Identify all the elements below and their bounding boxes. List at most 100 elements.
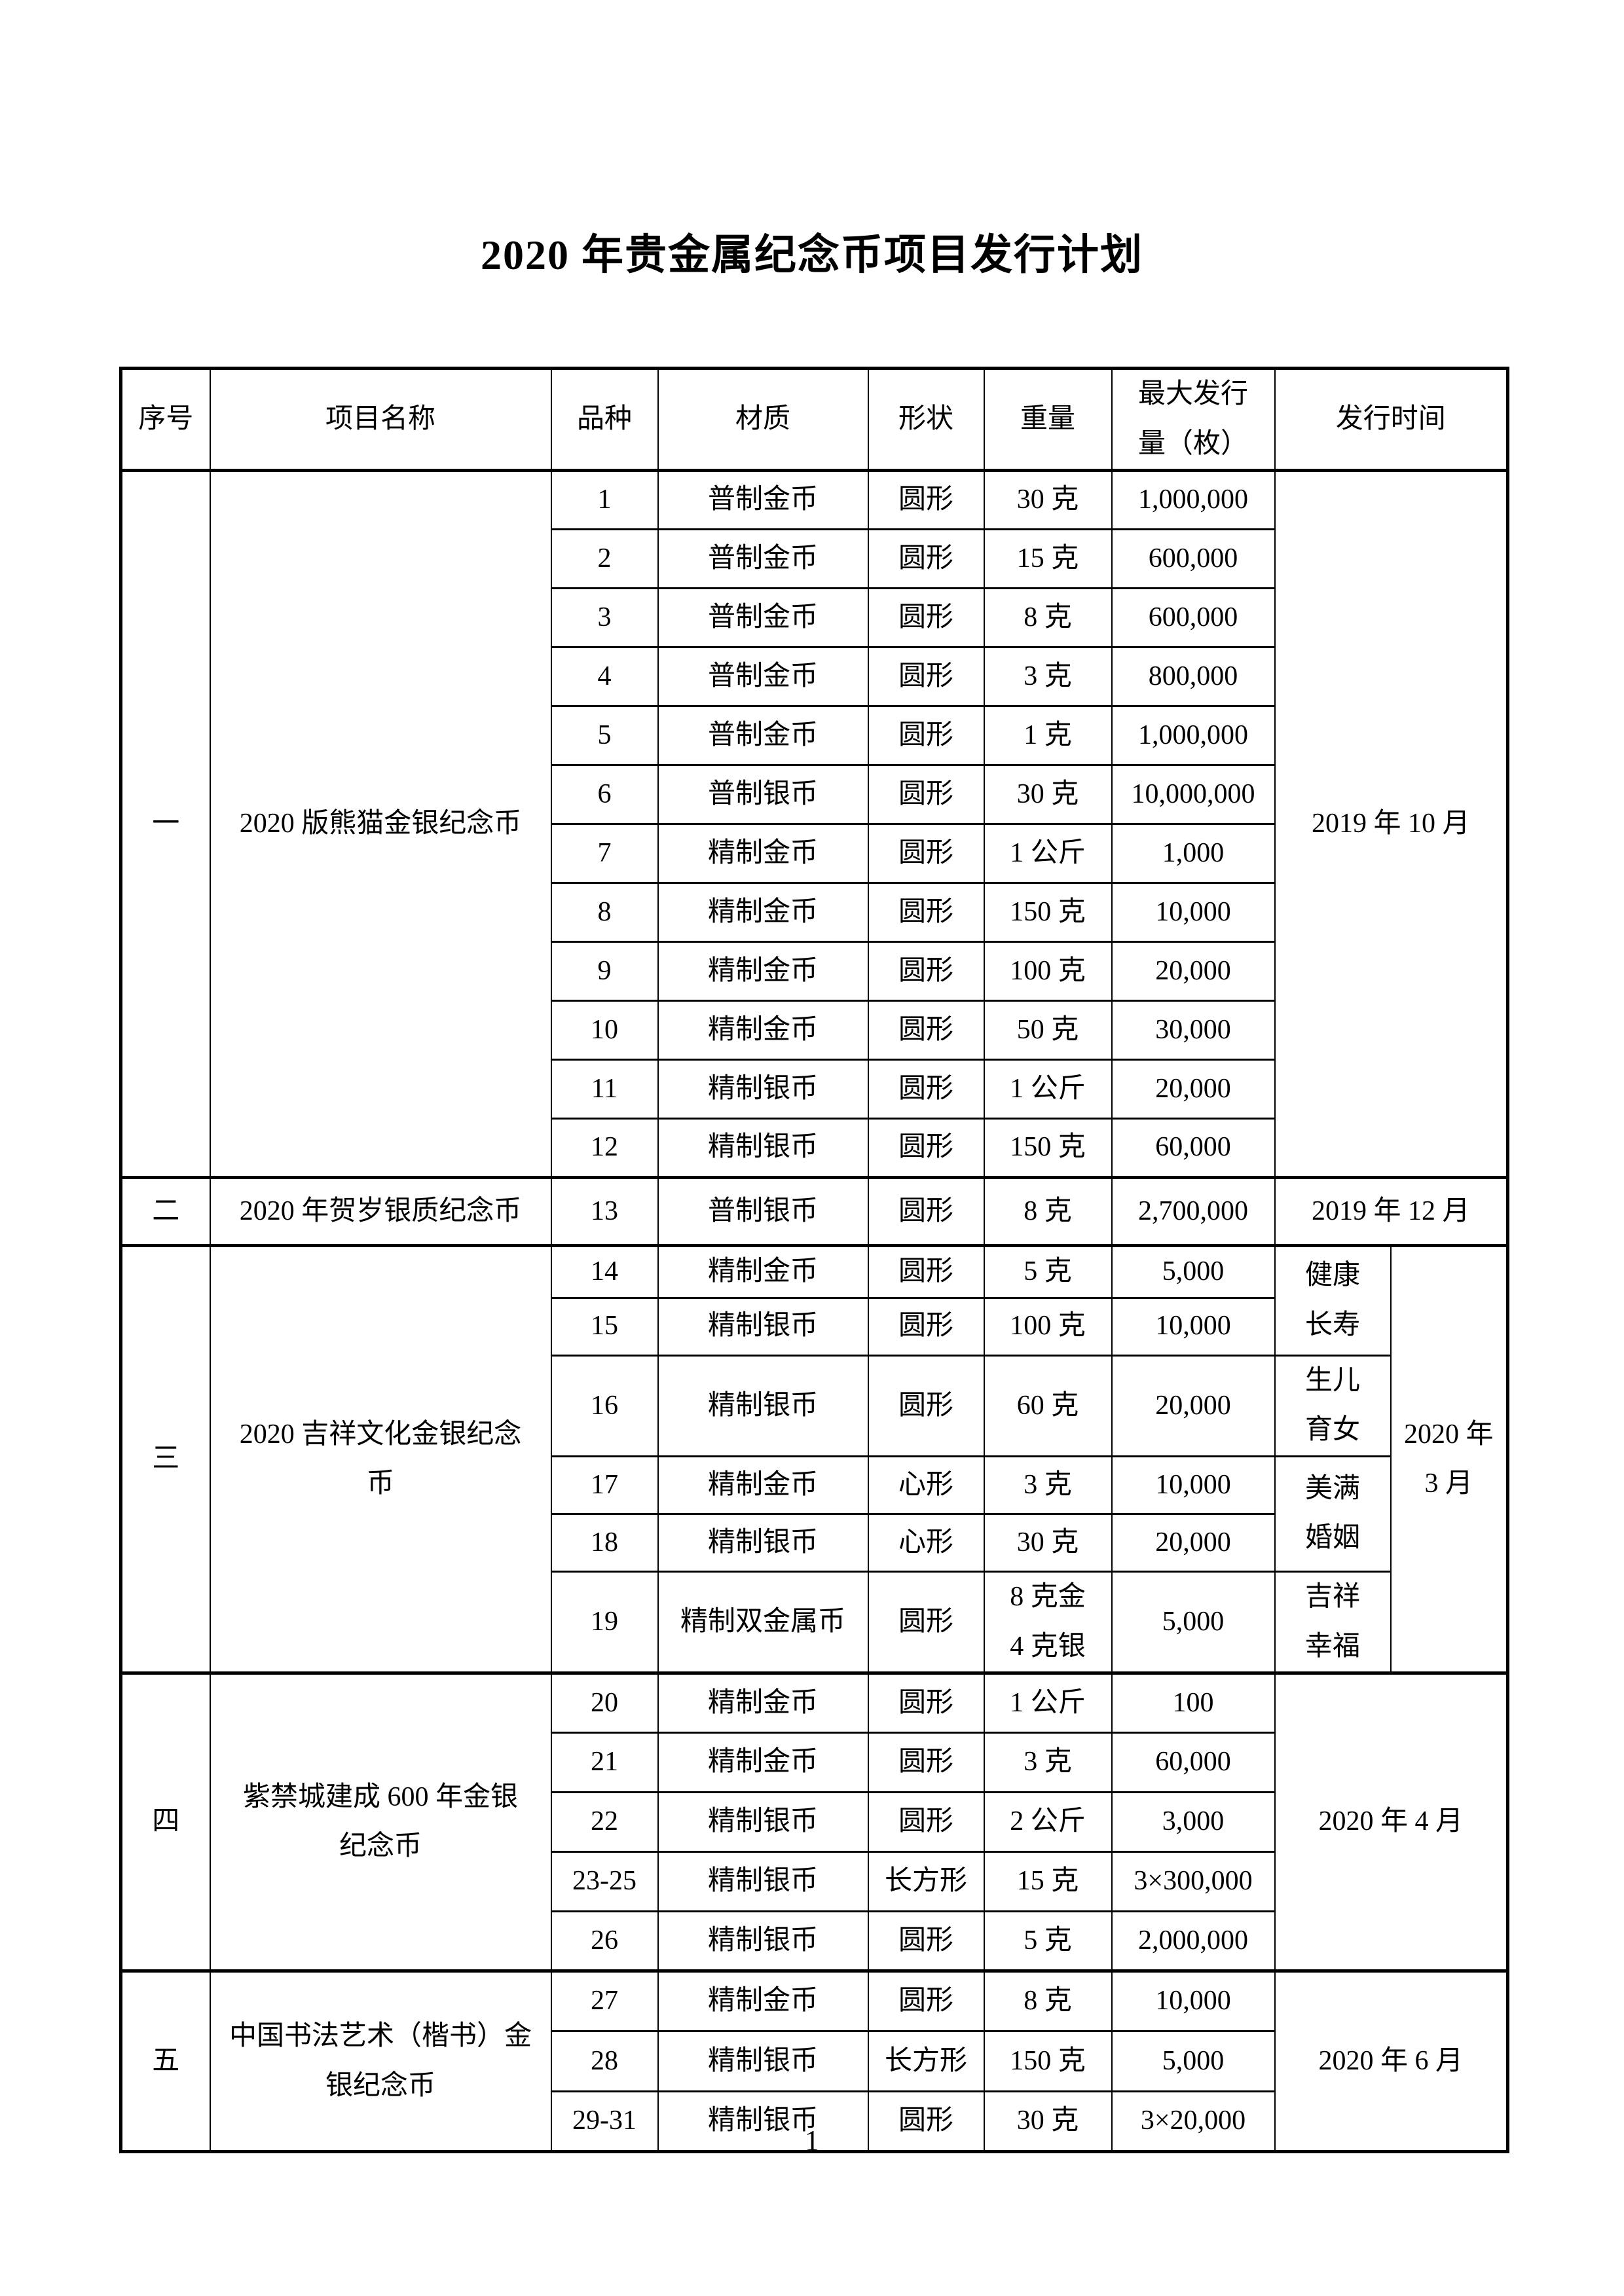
table-row: 21 精制金币 圆形 3 克 60,000 [121,1732,1508,1794]
cell-issue-time: 2019 年 10 月 [1274,469,1509,1179]
cell-shape: 圆形 [867,823,985,884]
header-shape: 形状 [867,367,985,472]
cell-variety: 22 [550,1791,659,1853]
cell-material: 精制银币 [657,1354,869,1457]
issuance-plan-table: 序号 项目名称 品种 材质 形状 重量 最大发行 量（枚） 发行时间 一 202… [119,367,1510,2154]
cell-weight: 8 克 [983,1969,1113,2033]
cell-max-issuance: 10,000 [1111,1455,1276,1515]
cell-material: 精制银币 [657,2030,869,2093]
section-no-cell: 二 [120,1176,211,1247]
cell-shape: 圆形 [867,1732,985,1794]
header-weight: 重量 [983,367,1113,472]
cell-variety: 11 [550,1059,659,1120]
cell-variety: 28 [550,2030,659,2093]
cell-weight: 30 克 [983,469,1113,531]
cell-variety: 18 [550,1512,659,1573]
cell-max-issuance: 2,000,000 [1111,1910,1276,1973]
cell-max-issuance: 10,000 [1111,1969,1276,2033]
cell-max-issuance: 60,000 [1111,1732,1276,1794]
cell-variety: 9 [550,941,659,1002]
cell-material: 精制金币 [657,1455,869,1515]
cell-issue-time: 2020 年 3 月 [1390,1244,1509,1675]
cell-shape: 圆形 [867,528,985,590]
cell-variety: 8 [550,882,659,943]
cell-shape: 圆形 [867,1118,985,1179]
cell-variety: 6 [550,764,659,826]
cell-weight: 100 克 [983,941,1113,1002]
cell-material: 精制银币 [657,1296,869,1357]
cell-weight: 3 克 [983,1455,1113,1515]
cell-material: 精制金币 [657,823,869,884]
cell-max-issuance: 20,000 [1111,941,1276,1002]
table-row: 五 中国书法艺术（楷书）金 银纪念币 27 精制金币 圆形 8 克 10,000… [120,1969,1509,2153]
cell-variety: 19 [550,1570,659,1675]
cell-material: 精制银币 [657,1851,869,1913]
cell-max-issuance: 10,000 [1111,882,1276,943]
cell-weight: 8 克金 4 克银 [983,1570,1113,1675]
cell-variety: 2 [550,528,659,590]
cell-max-issuance: 5,000 [1111,1244,1276,1299]
cell-max-issuance: 1,000,000 [1111,705,1276,767]
cell-weight: 1 克 [983,705,1113,767]
cell-material: 精制双金属币 [657,1570,869,1675]
cell-variety: 3 [550,587,659,649]
cell-shape: 圆形 [867,469,985,531]
table-row: 4 普制金币 圆形 3 克 800,000 [121,646,1508,708]
cell-material: 精制银币 [657,1512,869,1573]
cell-shape: 心形 [867,1455,985,1515]
cell-shape: 长方形 [867,1851,985,1913]
cell-max-issuance: 20,000 [1111,1354,1276,1457]
cell-max-issuance: 3,000 [1111,1791,1276,1853]
table-row: 5 普制金币 圆形 1 克 1,000,000 [121,705,1508,767]
table-row: 2 普制金币 圆形 15 克 600,000 [121,528,1508,590]
cell-weight: 3 克 [983,646,1113,708]
header-material: 材质 [657,367,869,472]
cell-weight: 30 克 [983,1512,1113,1573]
cell-shape: 圆形 [867,882,985,943]
cell-theme: 生儿 育女 [1274,1354,1392,1457]
cell-max-issuance: 10,000,000 [1111,764,1276,826]
cell-shape: 圆形 [867,2090,985,2153]
section-no-cell: 一 [120,469,211,1179]
cell-max-issuance: 60,000 [1111,1118,1276,1179]
cell-shape: 圆形 [867,941,985,1002]
cell-shape: 圆形 [867,1059,985,1120]
cell-material: 普制金币 [657,469,869,531]
cell-max-issuance: 5,000 [1111,1570,1276,1675]
cell-variety: 17 [550,1455,659,1515]
table-row: 3 普制金币 圆形 8 克 600,000 [121,587,1508,649]
table-row: 23-25 精制银币 长方形 15 克 3×300,000 [121,1851,1508,1913]
table-header-row: 序号 项目名称 品种 材质 形状 重量 最大发行 量（枚） 发行时间 [120,367,1509,472]
cell-material: 精制银币 [657,1791,869,1853]
project-name-cell: 中国书法艺术（楷书）金 银纪念币 [209,1969,552,2153]
cell-theme: 吉祥 幸福 [1274,1570,1392,1675]
cell-material: 普制银币 [657,764,869,826]
cell-material: 精制银币 [657,2090,869,2153]
cell-shape: 圆形 [867,1671,985,1734]
cell-shape: 圆形 [867,587,985,649]
section-no-cell: 四 [120,1671,211,1973]
project-name-cell: 紫禁城建成 600 年金银 纪念币 [209,1671,552,1973]
cell-weight: 1 公斤 [983,1671,1113,1734]
cell-material: 精制金币 [657,1244,869,1299]
cell-theme: 健康 长寿 [1274,1244,1392,1357]
cell-max-issuance: 100 [1111,1671,1276,1734]
cell-shape: 圆形 [867,1910,985,1973]
table-row: 18 精制银币 心形 30 克 20,000 [121,1512,1508,1573]
cell-weight: 8 克 [983,587,1113,649]
cell-theme: 美满 婚姻 [1274,1455,1392,1573]
table-row: 28 精制银币 长方形 150 克 5,000 [121,2030,1508,2093]
cell-variety: 26 [550,1910,659,1973]
project-name-cell: 2020 吉祥文化金银纪念 币 [209,1244,552,1675]
cell-material: 普制银币 [657,1176,869,1247]
cell-max-issuance: 1,000 [1111,823,1276,884]
cell-shape: 长方形 [867,2030,985,2093]
table-row: 三 2020 吉祥文化金银纪念 币 14 精制金币 圆形 5 克 5,000 健… [120,1244,1509,1675]
cell-material: 普制金币 [657,528,869,590]
cell-variety: 20 [550,1671,659,1734]
cell-issue-time: 2020 年 6 月 [1274,1969,1509,2153]
cell-max-issuance: 5,000 [1111,2030,1276,2093]
section-no-cell: 五 [120,1969,211,2153]
cell-material: 精制银币 [657,1059,869,1120]
cell-material: 精制金币 [657,941,869,1002]
